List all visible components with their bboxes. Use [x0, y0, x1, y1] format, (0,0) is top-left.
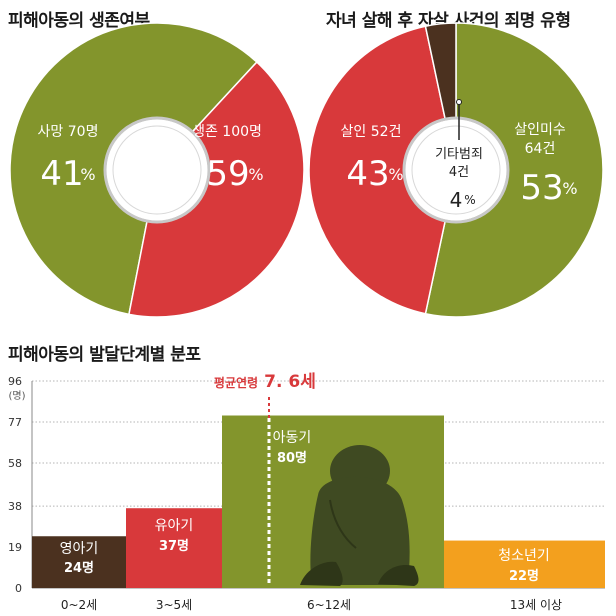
pie-charges-pctsign-1: % — [562, 179, 577, 198]
pie-charges-hole — [411, 125, 501, 215]
chart-title-charges: 자녀 살해 후 자살 사건의 죄명 유형 — [326, 11, 571, 31]
bar-0-name: 영아기 — [60, 541, 99, 557]
pie-charges-label-1b: 64건 — [525, 141, 556, 157]
pie-charges-pct-0: 43 — [346, 154, 389, 194]
pie-survival-pctsign-0: % — [80, 165, 95, 184]
pie-survival-slice-1 — [9, 22, 258, 316]
bar-2-name: 아동기 — [273, 430, 312, 446]
y-tick-label-1: 19 — [8, 541, 22, 554]
pie-charges-label-1a: 살인미수 — [514, 122, 566, 138]
silhouette-body — [310, 476, 410, 585]
bar-3-value-label: 22명 — [509, 568, 539, 584]
pie-charges-label-2a: 기타범죄 — [435, 147, 483, 162]
pie-survival-pctsign-1: % — [248, 165, 263, 184]
x-category-3: 13세 이상 — [510, 598, 562, 612]
y-axis-unit: (명) — [8, 390, 25, 402]
pie-charges-label-2b: 4건 — [449, 165, 469, 180]
bar-2-value-label: 80명 — [277, 450, 307, 466]
pie-survival-hole — [112, 125, 202, 215]
y-tick-label-4: 77 — [8, 416, 22, 429]
child-silhouette — [300, 445, 419, 586]
silhouette-foot-right — [378, 564, 419, 586]
chart-title-development: 피해아동의 발달단계별 분포 — [8, 345, 201, 365]
pie-charges-slice-2 — [424, 22, 457, 122]
y-tick-label-3: 58 — [8, 457, 22, 470]
x-category-0: 0~2세 — [61, 598, 97, 612]
pie-charges-pctsign-0: % — [388, 165, 403, 184]
bar-3-name: 청소년기 — [498, 548, 550, 564]
bar-3 — [444, 540, 605, 588]
chart-title-survival: 피해아동의 생존여부 — [8, 11, 150, 31]
bar-0-value-label: 24명 — [64, 560, 94, 576]
y-tick-label-5: 96 — [8, 375, 22, 388]
mean-label: 평균연령 — [214, 375, 258, 390]
pie-charges-slice-1 — [424, 22, 604, 318]
pie-charges-pct-1: 53 — [520, 168, 563, 208]
pie-survival-hole-ring — [103, 116, 211, 224]
bar-1 — [126, 508, 222, 588]
mean-value: 7. 6세 — [264, 372, 316, 392]
pie-survival-label-0: 사망 70명 — [38, 124, 99, 140]
x-category-2: 6~12세 — [307, 598, 351, 612]
pie-survival-pct-1: 59 — [206, 154, 249, 194]
pie-charges-hole-ring — [402, 116, 510, 224]
bar-1-value-label: 37명 — [159, 538, 189, 554]
x-category-1: 3~5세 — [156, 598, 192, 612]
pie-charges-leader-dot — [456, 99, 462, 105]
silhouette-foot-left — [300, 561, 343, 586]
y-tick-label-0: 0 — [15, 582, 22, 595]
pie-charges-label-0: 살인 52건 — [341, 124, 402, 140]
pie-charges-slice-0 — [308, 25, 447, 315]
pie-charges-pctsign-2: % — [464, 193, 475, 207]
pie-charges-pct-2: 4 — [450, 188, 463, 212]
bar-1-name: 유아기 — [155, 518, 194, 534]
bar-0 — [32, 536, 126, 588]
y-tick-label-2: 38 — [8, 500, 22, 513]
pie-survival-label-1: 생존 100명 — [192, 124, 262, 140]
pie-survival-slice-0 — [128, 61, 305, 318]
pie-survival-pct-0: 41 — [40, 154, 83, 194]
silhouette-arm — [329, 499, 357, 549]
